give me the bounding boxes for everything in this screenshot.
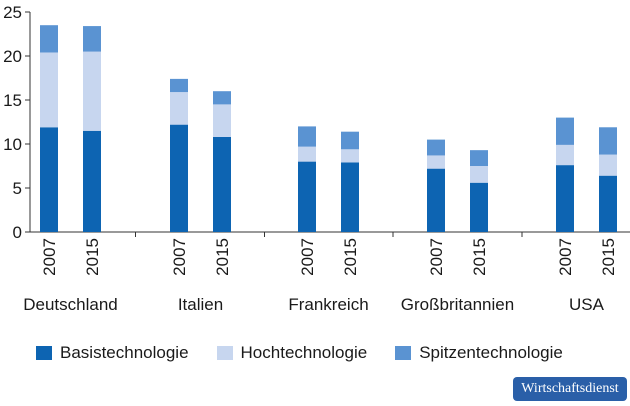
bar-usa-2015-spitzentechnologie xyxy=(599,127,617,155)
bar-frankreich-2007-spitzentechnologie xyxy=(298,126,316,147)
bar-deutschland-2007-hochtechnologie xyxy=(40,52,58,128)
bar-usa-2015-basistechnologie xyxy=(599,175,617,232)
y-tick-label-25: 25 xyxy=(3,3,22,22)
bar-frankreich-2015-hochtechnologie xyxy=(341,149,359,163)
y-tick-label-15: 15 xyxy=(3,91,22,110)
country-label-usa: USA xyxy=(569,295,605,314)
x-tick-label-großbritannien-2007: 2007 xyxy=(427,238,446,276)
y-tick-label-5: 5 xyxy=(13,179,22,198)
legend-item-spitzentechnologie: Spitzentechnologie xyxy=(395,343,563,363)
country-label-deutschland: Deutschland xyxy=(23,295,118,314)
bar-großbritannien-2007-basistechnologie xyxy=(427,168,445,232)
legend-label-spitzentechnologie: Spitzentechnologie xyxy=(419,343,563,362)
legend-label-basistechnologie: Basistechnologie xyxy=(60,343,189,362)
bar-usa-2015-hochtechnologie xyxy=(599,154,617,176)
y-tick-label-10: 10 xyxy=(3,135,22,154)
legend-swatch-basistechnologie xyxy=(36,346,52,360)
bar-usa-2007-spitzentechnologie xyxy=(556,117,574,145)
legend-swatch-hochtechnologie xyxy=(216,346,233,360)
x-tick-label-frankreich-2015: 2015 xyxy=(341,238,360,276)
bar-italien-2007-spitzentechnologie xyxy=(170,78,188,93)
bar-frankreich-2007-hochtechnologie xyxy=(298,146,316,162)
bar-italien-2015-spitzentechnologie xyxy=(213,91,231,105)
stacked-bar-chart: 0 5 10 15 20 25 2007 2015 Deutschland 2007 2015 Ita… xyxy=(3,3,630,314)
bar-usa-2007-basistechnologie xyxy=(556,165,574,232)
bar-großbritannien-2015-spitzentechnologie xyxy=(470,150,488,166)
bar-frankreich-2015-spitzentechnologie xyxy=(341,131,359,150)
bar-italien-2007-basistechnologie xyxy=(170,124,188,232)
bar-großbritannien-2007-spitzentechnologie xyxy=(427,139,445,156)
bar-italien-2015-hochtechnologie xyxy=(213,104,231,137)
bar-deutschland-2015-hochtechnologie xyxy=(83,51,101,131)
legend-swatch-spitzentechnologie xyxy=(395,346,412,360)
country-label-italien: Italien xyxy=(178,295,223,314)
bar-italien-2015-basistechnologie xyxy=(213,136,231,232)
legend: Basistechnologie Hochtechnologie Spitzen… xyxy=(36,343,591,363)
x-tick-label-großbritannien-2015: 2015 xyxy=(470,238,489,276)
bar-deutschland-2007-basistechnologie xyxy=(40,127,58,232)
bar-großbritannien-2007-hochtechnologie xyxy=(427,155,445,169)
legend-item-hochtechnologie: Hochtechnologie xyxy=(216,343,368,363)
bar-frankreich-2015-basistechnologie xyxy=(341,162,359,232)
bar-deutschland-2015-basistechnologie xyxy=(83,130,101,232)
bar-deutschland-2015-spitzentechnologie xyxy=(83,26,101,52)
x-tick-label-deutschland-2007: 2007 xyxy=(40,238,59,276)
country-label-großbritannien: Großbritannien xyxy=(401,295,514,314)
bar-großbritannien-2015-basistechnologie xyxy=(470,182,488,232)
legend-item-basistechnologie: Basistechnologie xyxy=(36,343,189,363)
x-tick-label-italien-2007: 2007 xyxy=(170,238,189,276)
bar-italien-2007-hochtechnologie xyxy=(170,92,188,125)
x-tick-label-frankreich-2007: 2007 xyxy=(298,238,317,276)
x-tick-label-usa-2015: 2015 xyxy=(599,238,618,276)
bar-usa-2007-hochtechnologie xyxy=(556,144,574,166)
y-tick-label-0: 0 xyxy=(13,223,22,242)
bar-großbritannien-2015-hochtechnologie xyxy=(470,166,488,183)
country-label-frankreich: Frankreich xyxy=(288,295,368,314)
x-tick-label-deutschland-2015: 2015 xyxy=(83,238,102,276)
legend-label-hochtechnologie: Hochtechnologie xyxy=(240,343,368,362)
bar-deutschland-2007-spitzentechnologie xyxy=(40,25,58,53)
x-tick-label-italien-2015: 2015 xyxy=(213,238,232,276)
y-tick-label-20: 20 xyxy=(3,47,22,66)
bar-frankreich-2007-basistechnologie xyxy=(298,161,316,232)
x-tick-label-usa-2007: 2007 xyxy=(556,238,575,276)
publisher-badge: Wirtschaftsdienst xyxy=(513,377,627,401)
